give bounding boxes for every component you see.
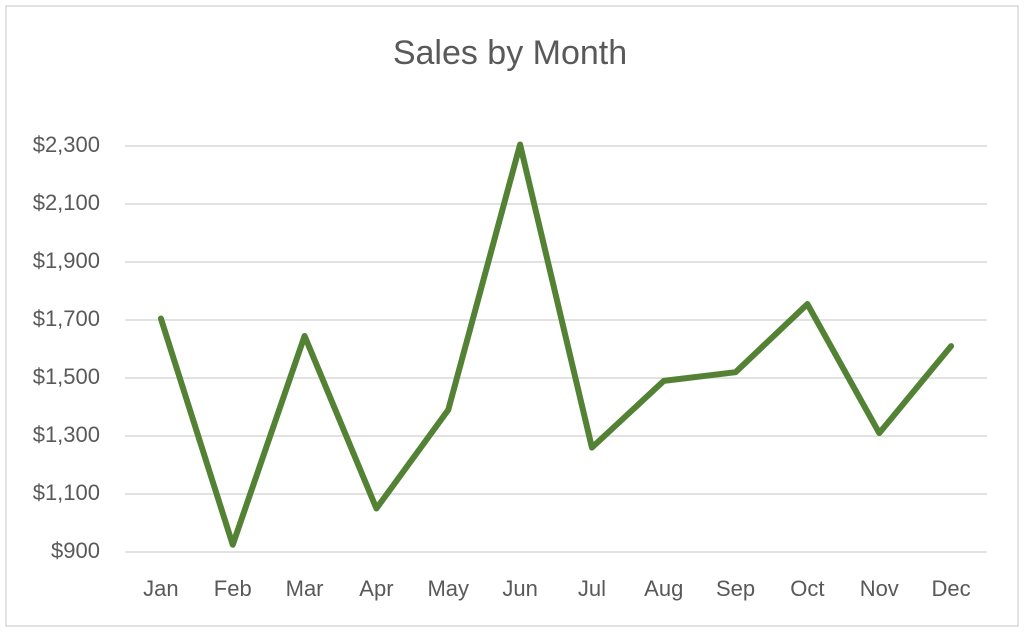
x-tick-label: Apr — [359, 576, 393, 601]
y-tick-label: $2,300 — [33, 132, 100, 157]
data-line — [157, 141, 955, 548]
x-tick-label: Oct — [790, 576, 824, 601]
x-tick-label: Jan — [143, 576, 178, 601]
y-tick-label: $1,100 — [33, 480, 100, 505]
x-tick-label: Dec — [932, 576, 971, 601]
x-tick-label: Aug — [644, 576, 683, 601]
y-tick-label: $1,300 — [33, 422, 100, 447]
y-tick-label: $1,900 — [33, 248, 100, 273]
x-tick-label: Sep — [716, 576, 755, 601]
x-tick-label: May — [427, 576, 469, 601]
x-tick-label: Jun — [502, 576, 537, 601]
x-tick-label: Feb — [214, 576, 252, 601]
y-tick-label: $2,100 — [33, 190, 100, 215]
y-tick-label: $900 — [51, 538, 100, 563]
x-tick-label: Jul — [578, 576, 606, 601]
x-tick-label: Nov — [860, 576, 899, 601]
chart-title: Sales by Month — [393, 34, 627, 72]
y-tick-label: $1,500 — [33, 364, 100, 389]
chart-border — [5, 5, 1019, 627]
y-tick-label: $1,700 — [33, 306, 100, 331]
x-tick-label: Mar — [286, 576, 324, 601]
